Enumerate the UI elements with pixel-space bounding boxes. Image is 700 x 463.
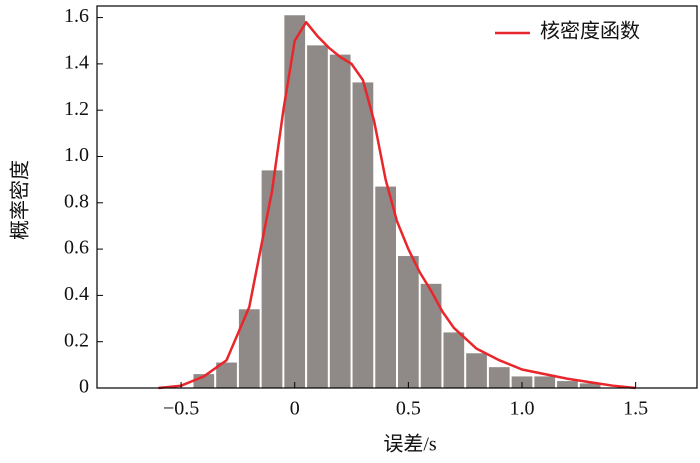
y-tick-label: 0.4 (64, 283, 89, 305)
y-tick-label: 0 (79, 376, 89, 398)
y-tick-label: 0.2 (64, 329, 89, 351)
bar (557, 381, 578, 388)
plot-frame (96, 5, 698, 389)
y-axis-label: 概率密度 (9, 160, 32, 240)
y-tick-label: 0.6 (64, 237, 89, 259)
x-tick-label: 0.5 (396, 398, 421, 420)
x-tick-label: 0 (290, 398, 300, 420)
bar (238, 309, 260, 388)
bar (398, 256, 419, 388)
y-tick-label: 1.4 (64, 51, 89, 73)
x-tick-label: 1.0 (510, 398, 535, 420)
density-line (158, 20, 636, 390)
bar (375, 186, 396, 388)
x-tick-label: 1.5 (623, 398, 648, 420)
bar (443, 332, 465, 388)
bar (261, 170, 283, 388)
y-tick-label: 1.6 (64, 5, 89, 27)
bar (216, 362, 237, 388)
bar (488, 367, 510, 388)
bar (307, 45, 328, 388)
bar (420, 283, 442, 388)
bar (534, 376, 556, 388)
bar (352, 82, 374, 389)
bar (466, 353, 487, 388)
y-tick-label: 0.8 (64, 190, 89, 212)
y-tick-label: 1.2 (64, 98, 89, 120)
bar (329, 54, 351, 388)
bar (579, 383, 601, 388)
legend-label: 核密度函数 (540, 20, 640, 43)
y-tick-label: 1.0 (64, 144, 89, 166)
bar (284, 15, 306, 388)
x-tick-label: −0.5 (163, 398, 199, 420)
x-axis-label: 误差/s (383, 433, 437, 456)
